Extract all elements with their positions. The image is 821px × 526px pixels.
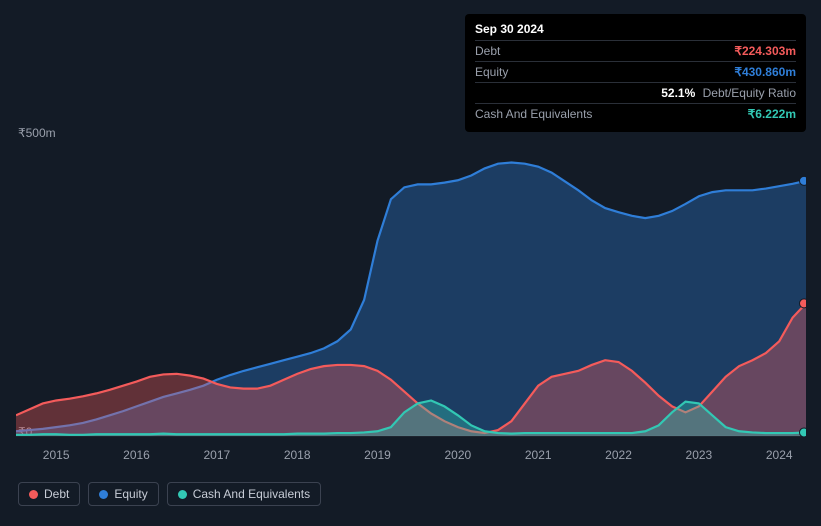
x-tick: 2024 <box>766 448 793 462</box>
legend-item-equity[interactable]: Equity <box>88 482 158 506</box>
legend-label: Cash And Equivalents <box>193 487 310 501</box>
end-marker-cash <box>800 428 807 437</box>
tooltip-ratio: 52.1% Debt/Equity Ratio <box>661 86 796 100</box>
x-tick: 2017 <box>203 448 230 462</box>
legend-item-debt[interactable]: Debt <box>18 482 80 506</box>
end-marker-debt <box>800 299 807 308</box>
x-tick: 2022 <box>605 448 632 462</box>
legend: Debt Equity Cash And Equivalents <box>18 482 321 506</box>
y-axis-max-label: ₹500m <box>18 126 56 140</box>
tooltip-value: ₹224.303m <box>734 44 796 58</box>
x-tick: 2018 <box>284 448 311 462</box>
legend-label: Equity <box>114 487 147 501</box>
legend-label: Debt <box>44 487 69 501</box>
x-tick: 2020 <box>445 448 472 462</box>
tooltip-row-cash: Cash And Equivalents ₹6.222m <box>475 104 796 124</box>
tooltip-title: Sep 30 2024 <box>475 22 796 41</box>
tooltip-value: ₹430.860m <box>734 65 796 79</box>
x-tick: 2021 <box>525 448 552 462</box>
x-tick: 2015 <box>43 448 70 462</box>
x-tick: 2016 <box>123 448 150 462</box>
chart-plot-area[interactable] <box>16 140 806 440</box>
tooltip-label: Debt <box>475 44 500 58</box>
tooltip-row-equity: Equity ₹430.860m <box>475 62 796 83</box>
x-axis: 2015 2016 2017 2018 2019 2020 2021 2022 2023 2024 <box>16 448 806 468</box>
x-tick: 2019 <box>364 448 391 462</box>
tooltip-label: Cash And Equivalents <box>475 107 592 121</box>
tooltip-value: ₹6.222m <box>748 107 796 121</box>
tooltip-label: Equity <box>475 65 508 79</box>
tooltip-row-debt: Debt ₹224.303m <box>475 41 796 62</box>
legend-dot-icon <box>29 490 38 499</box>
tooltip-row-ratio: 52.1% Debt/Equity Ratio <box>475 83 796 104</box>
end-marker-equity <box>800 176 807 185</box>
legend-dot-icon <box>178 490 187 499</box>
x-tick: 2023 <box>686 448 713 462</box>
chart-tooltip: Sep 30 2024 Debt ₹224.303m Equity ₹430.8… <box>465 14 806 132</box>
legend-dot-icon <box>99 490 108 499</box>
legend-item-cash[interactable]: Cash And Equivalents <box>167 482 321 506</box>
